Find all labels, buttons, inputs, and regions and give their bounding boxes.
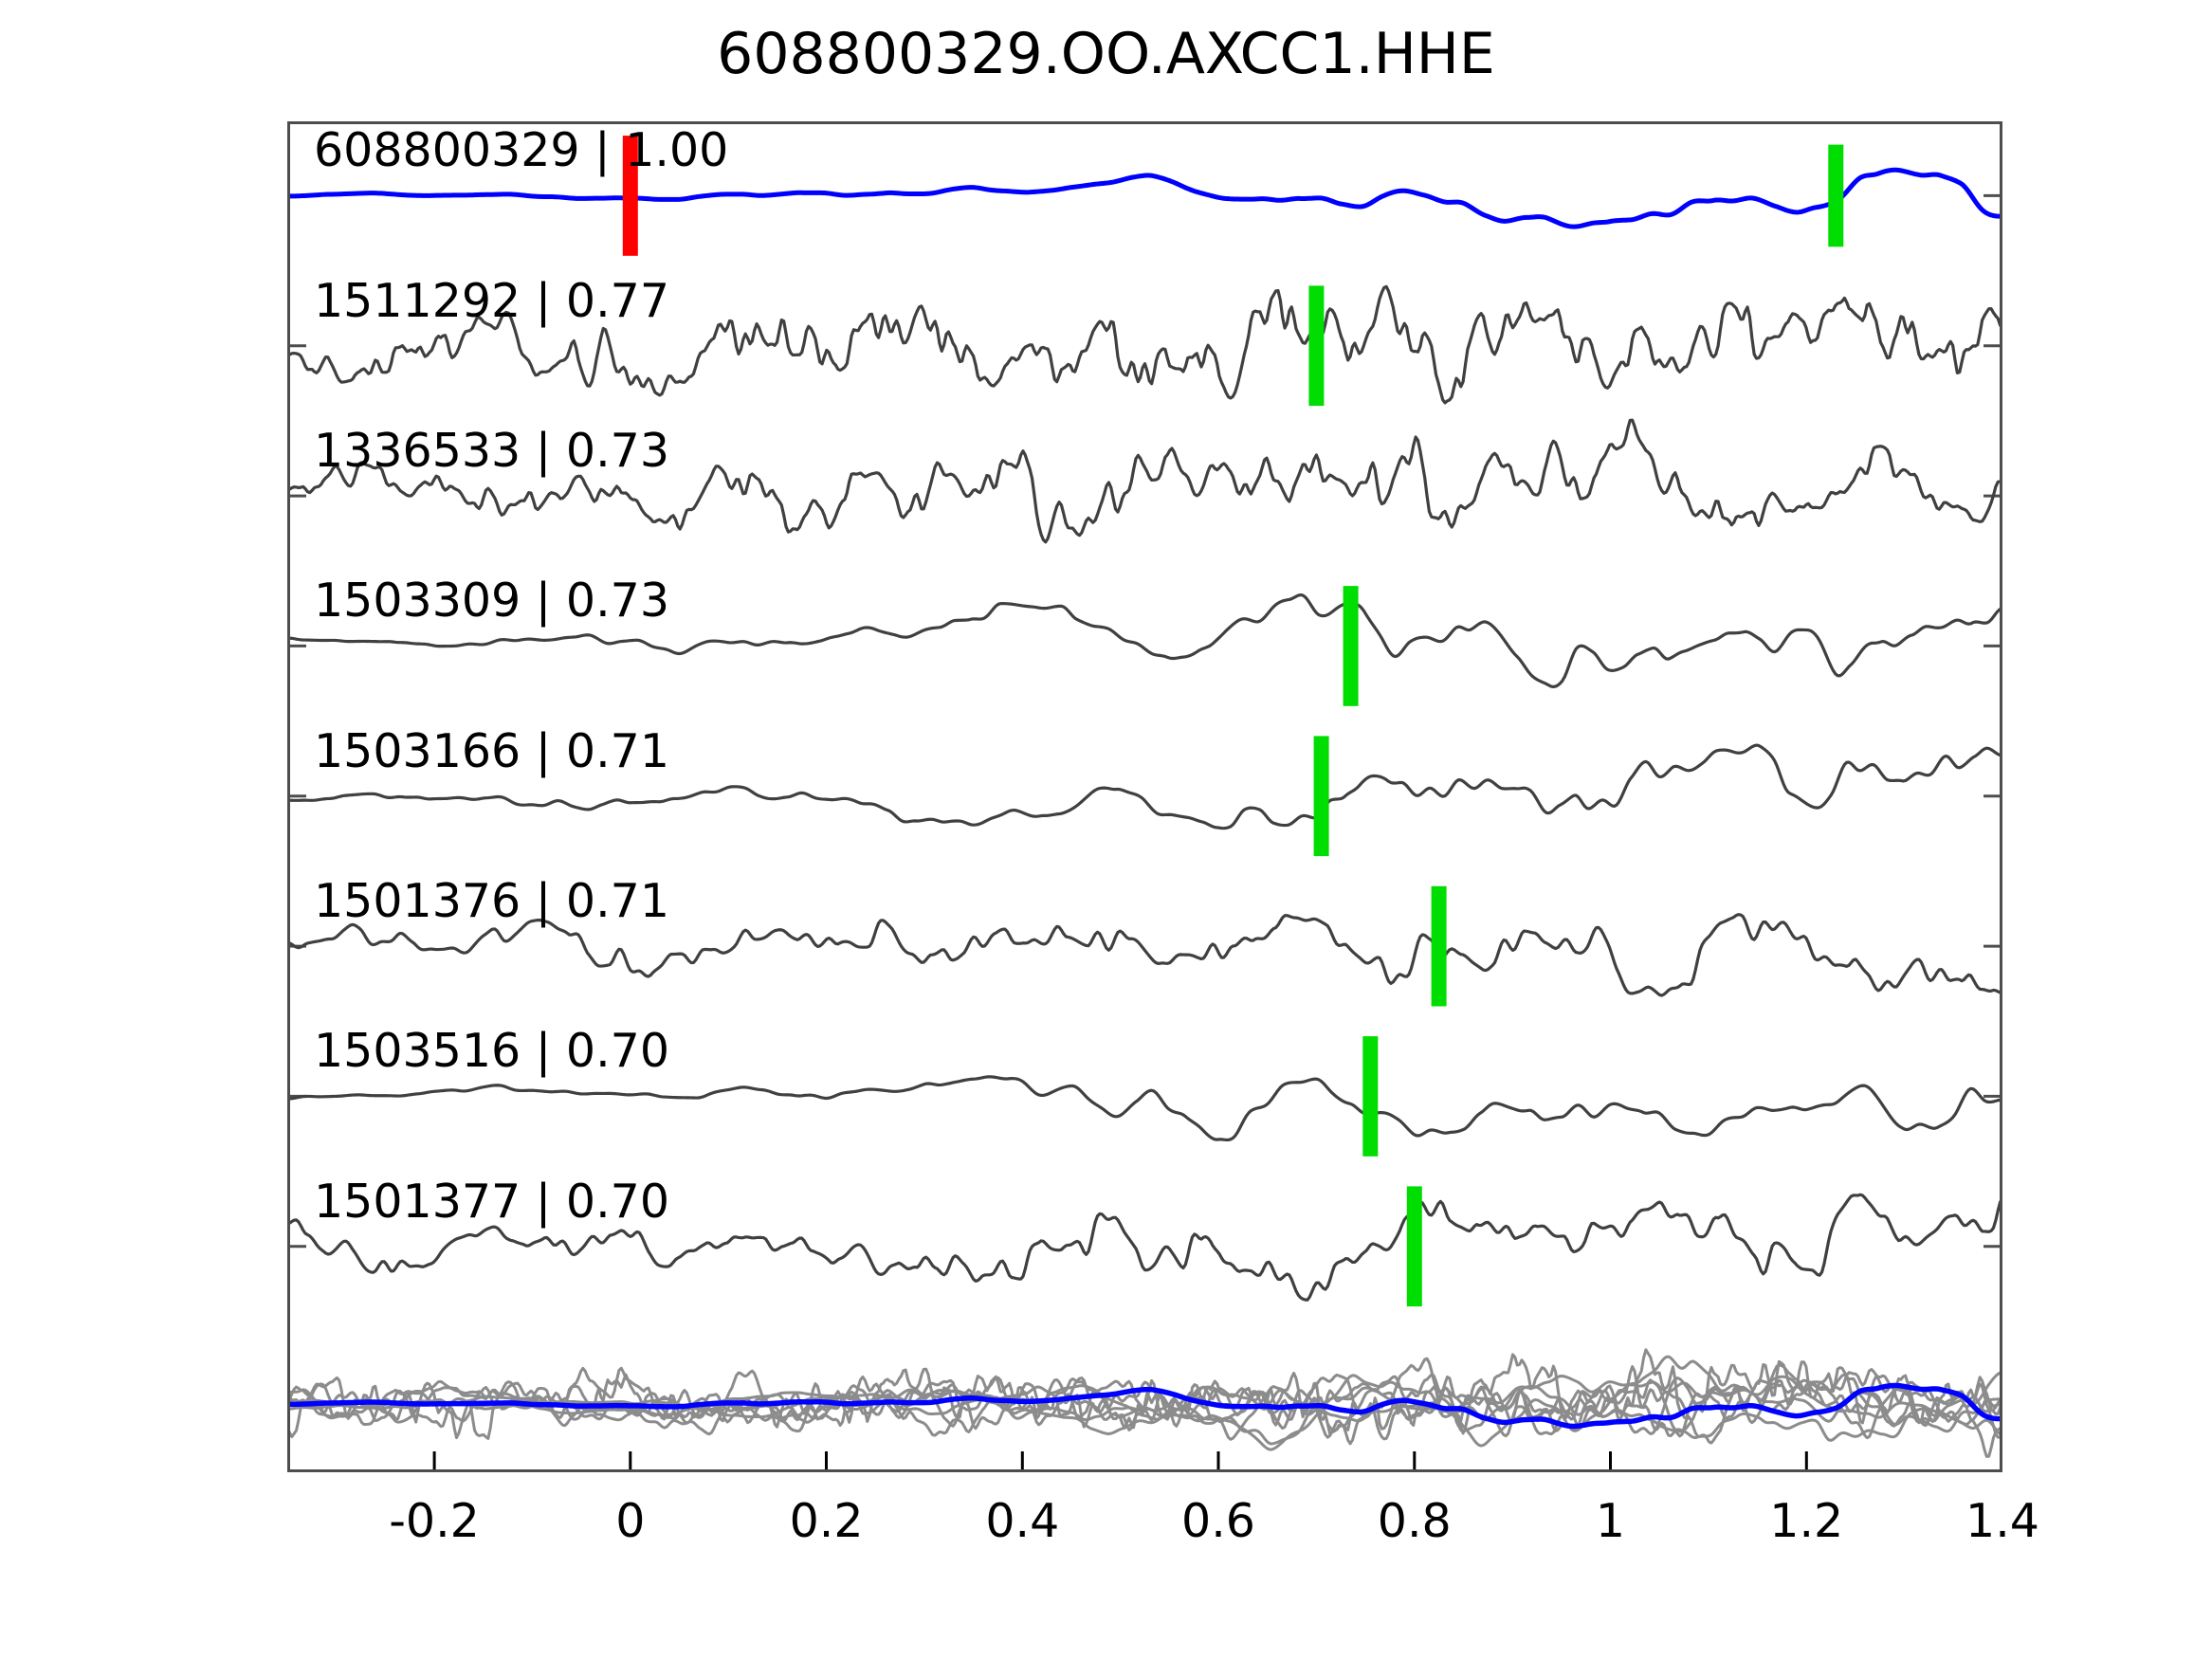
secondary-pick-marker-608800329 — [1828, 144, 1844, 247]
x-tick-label-0.6: 0.6 — [1181, 1494, 1255, 1548]
trace-label-1336533: 1336533 | 0.73 — [314, 424, 669, 479]
x-tick-label-1.4: 1.4 — [1965, 1494, 2039, 1548]
pick-marker-608800329 — [622, 136, 638, 256]
pick-marker-1501376 — [1431, 885, 1447, 1007]
trace-label-1501376: 1501376 | 0.71 — [314, 874, 669, 929]
waveform-svg — [287, 136, 2002, 1472]
waveform-1503516 — [287, 1075, 2002, 1142]
stack-gray-trace-6 — [287, 1363, 2002, 1458]
trace-label-1501377: 1501377 | 0.70 — [314, 1174, 669, 1229]
stack-template-trace — [287, 1382, 2002, 1430]
waveform-1501376 — [287, 913, 2002, 997]
trace-label-1503309: 1503309 | 0.73 — [314, 574, 669, 629]
trace-label-1511292: 1511292 | 0.77 — [314, 273, 669, 328]
page-title: 608800329.OO.AXCC1.HHE — [717, 21, 1495, 87]
trace-label-1503166: 1503166 | 0.71 — [314, 723, 669, 778]
pick-marker-1501377 — [1406, 1186, 1422, 1307]
x-tick-label-1: 1 — [1595, 1494, 1626, 1548]
x-tick-label-1.2: 1.2 — [1769, 1494, 1844, 1548]
waveform-1336533 — [287, 418, 2002, 544]
x-tick-label--0.2: -0.2 — [389, 1494, 480, 1548]
waveform-608800329 — [287, 167, 2002, 229]
stack-gray-trace-5 — [287, 1355, 2002, 1448]
waveform-1501377 — [287, 1193, 2002, 1302]
waveform-1503166 — [287, 743, 2002, 830]
x-tick-label-0.4: 0.4 — [985, 1494, 1060, 1548]
stack-gray-trace-2 — [287, 1374, 2002, 1451]
waveform-1511292 — [287, 284, 2002, 405]
x-tick-label-0.2: 0.2 — [789, 1494, 864, 1548]
pick-marker-1503516 — [1362, 1036, 1379, 1157]
waveform-1503309 — [287, 592, 2002, 689]
stack-gray-trace-7 — [287, 1348, 2002, 1440]
pick-marker-1511292 — [1308, 285, 1325, 407]
pick-marker-1503309 — [1343, 586, 1359, 706]
x-tick-label-0: 0 — [615, 1494, 646, 1548]
trace-label-1503516: 1503516 | 0.70 — [314, 1024, 669, 1079]
trace-label-608800329: 608800329 | 1.00 — [314, 123, 729, 178]
plot-axes — [287, 121, 2002, 1472]
x-tick-label-0.8: 0.8 — [1377, 1494, 1452, 1548]
pick-marker-1503166 — [1313, 736, 1329, 857]
